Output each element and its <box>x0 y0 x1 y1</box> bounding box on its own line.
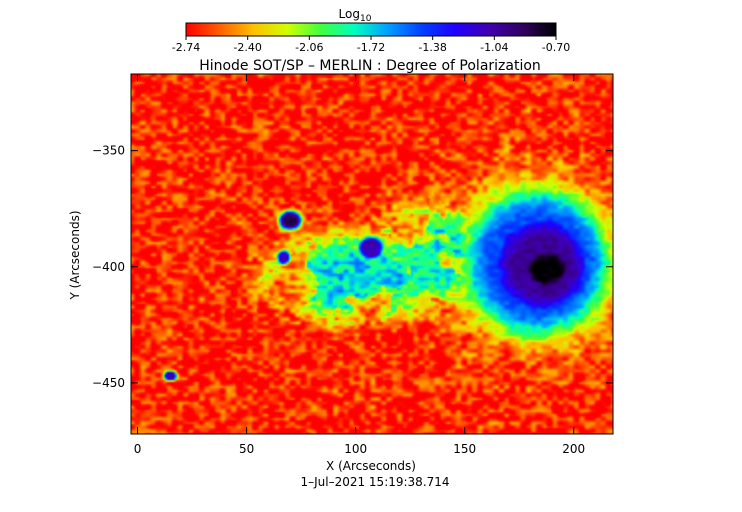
colorbar-tick-label: -1.04 <box>480 41 508 54</box>
x-tick-label: 100 <box>344 442 367 456</box>
y-tick-label: −400 <box>92 260 125 274</box>
x-axis-label: X (Arcseconds) <box>326 459 416 473</box>
timestamp: 1–Jul–2021 15:19:38.714 <box>300 475 449 489</box>
y-tick-label: −450 <box>92 376 125 390</box>
plot-area: 0 50 100 150 200 −350 −400 −450 <box>92 73 614 456</box>
y-tick-label: −350 <box>92 144 125 158</box>
colorbar-tick-label: -2.06 <box>295 41 323 54</box>
colorbar: Log10 -2.74 -2.40 -2.06 -1.72 -1.38 -1.04 -0.7… <box>172 7 570 54</box>
chart-title: Hinode SOT/SP – MERLIN : Degree of Polar… <box>199 58 541 74</box>
heatmap-image <box>131 74 613 434</box>
x-axis: 0 50 100 150 200 <box>134 74 585 456</box>
x-tick-label: 50 <box>239 442 254 456</box>
colorbar-label: Log10 <box>339 7 372 24</box>
colorbar-tick-label: -2.40 <box>233 41 261 54</box>
colorbar-ticks: -2.74 -2.40 -2.06 -1.72 -1.38 -1.04 -0.70 <box>172 36 570 54</box>
colorbar-tick-label: -1.38 <box>418 41 446 54</box>
x-tick-label: 150 <box>453 442 476 456</box>
x-tick-label: 0 <box>134 442 142 456</box>
colorbar-tick-label: -0.70 <box>542 41 570 54</box>
y-axis-label: Y (Arcseconds) <box>68 210 82 300</box>
x-tick-label: 200 <box>562 442 585 456</box>
colorbar-gradient <box>185 22 557 37</box>
colorbar-tick-label: -1.72 <box>357 41 385 54</box>
plot-frame <box>130 73 614 435</box>
y-axis: −350 −400 −450 <box>92 144 613 390</box>
colorbar-tick-label: -2.74 <box>172 41 200 54</box>
